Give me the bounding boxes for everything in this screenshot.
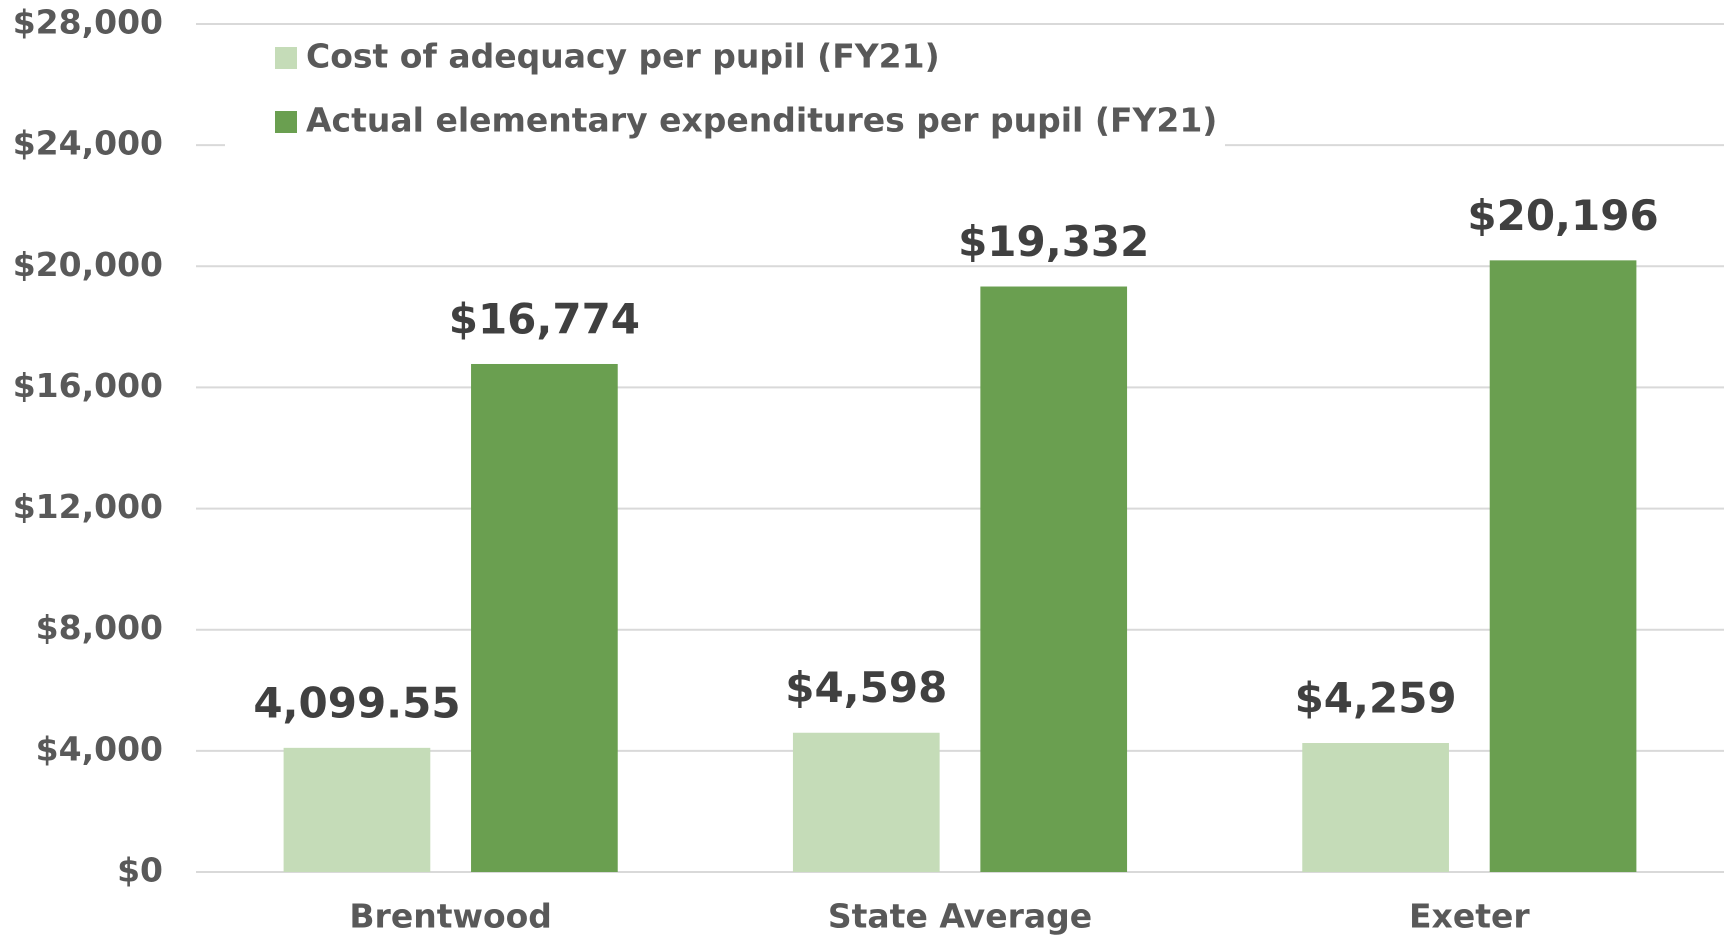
y-tick-label: $16,000 [13,366,163,405]
legend-label: Actual elementary expenditures per pupil… [306,101,1217,140]
y-tick-label: $28,000 [13,3,163,42]
y-tick-label: $4,000 [36,729,163,768]
x-tick-label: Brentwood [349,897,552,936]
y-tick-label: $24,000 [13,124,163,163]
x-tick-label: Exeter [1409,897,1530,936]
bar [283,747,431,872]
legend-swatch [275,111,297,133]
bar [471,363,618,872]
data-label: $20,196 [1467,191,1658,240]
bar [792,732,940,872]
y-tick-label: $8,000 [36,608,163,647]
y-tick-label: $12,000 [13,487,163,526]
data-label: $4,598 [785,663,947,712]
data-label: $4,259 [1295,674,1457,723]
y-tick-label: $0 [117,851,163,890]
legend-swatch [275,47,297,69]
data-label: $19,332 [958,217,1149,266]
bar [1302,743,1449,872]
x-tick-label: State Average [828,897,1092,936]
legend-background [225,30,1225,155]
bar [1489,260,1637,872]
bar [980,286,1128,872]
legend-label: Cost of adequacy per pupil (FY21) [306,37,940,76]
data-label: 4,099.55 [253,678,460,727]
data-label: $16,774 [449,294,640,343]
y-tick-label: $20,000 [13,245,163,284]
